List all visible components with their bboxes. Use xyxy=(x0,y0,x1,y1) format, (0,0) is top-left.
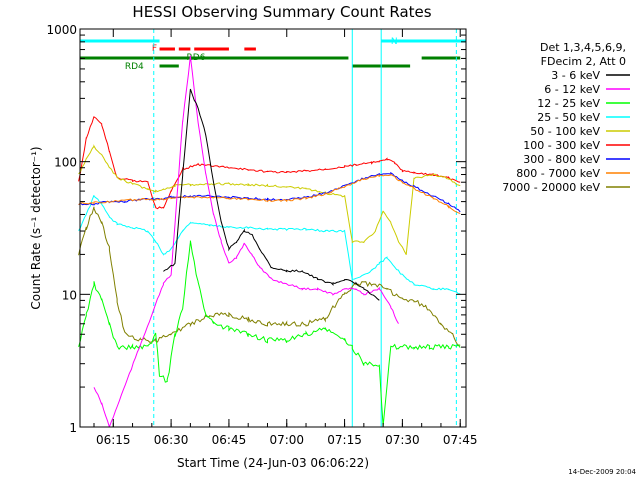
x-tick-label-6: 07:45 xyxy=(443,433,478,447)
flag-label-rd4: RD4 xyxy=(125,62,144,72)
legend-label-3: 25 - 50 keV xyxy=(537,111,600,124)
x-tick-label-3: 07:00 xyxy=(269,433,304,447)
series-line-2 xyxy=(78,240,461,427)
legend: Det 1,3,4,5,6,9,FDecim 2, Att 03 - 6 keV… xyxy=(502,41,630,194)
attenuator-markers xyxy=(153,29,457,427)
series-line-5 xyxy=(78,116,461,210)
chart-title: HESSI Observing Summary Count Rates xyxy=(132,3,431,21)
legend-label-7: 800 - 7000 keV xyxy=(516,167,600,180)
legend-header-1: FDecim 2, Att 0 xyxy=(541,55,626,68)
legend-label-0: 3 - 6 keV xyxy=(551,69,600,82)
plot-frame xyxy=(79,28,467,428)
x-axis-label: Start Time (24-Jun-03 06:06:22) xyxy=(177,456,369,470)
x-axis: 06:15 06:30 06:45 07:00 07:15 07:30 07:45 xyxy=(93,29,478,447)
series-line-1 xyxy=(93,55,399,428)
x-tick-label-2: 06:45 xyxy=(212,433,247,447)
x-tick-label-1: 06:30 xyxy=(154,433,189,447)
x-tick-label-5: 07:30 xyxy=(385,433,420,447)
series-line-0 xyxy=(163,88,380,301)
legend-header-0: Det 1,3,4,5,6,9, xyxy=(540,41,626,54)
footer-date: 14-Dec-2009 20:04 xyxy=(568,468,636,476)
x-tick-label-0: 06:15 xyxy=(96,433,131,447)
flag-label-rd6: RD6 xyxy=(187,53,206,63)
flag-label-n: N xyxy=(391,37,398,47)
series-line-3 xyxy=(78,195,461,295)
series-line-8 xyxy=(78,206,461,347)
y-tick-label-3: 1000 xyxy=(46,23,77,37)
series-line-7 xyxy=(78,173,461,214)
legend-label-1: 6 - 12 keV xyxy=(544,83,600,96)
legend-label-5: 100 - 300 keV xyxy=(523,139,600,152)
y-axis: 1 10 100 1000 xyxy=(46,23,466,435)
legend-label-6: 300 - 800 keV xyxy=(523,153,600,166)
legend-label-2: 12 - 25 keV xyxy=(537,97,600,110)
y-tick-label-0: 1 xyxy=(69,421,77,435)
flag-label-f: F xyxy=(152,44,157,54)
series-layer xyxy=(78,55,461,428)
y-tick-label-1: 10 xyxy=(62,288,77,302)
legend-label-8: 7000 - 20000 keV xyxy=(502,181,600,194)
x-tick-label-4: 07:15 xyxy=(327,433,362,447)
series-line-4 xyxy=(78,144,461,255)
flag-bands: N F RD6 RD4 xyxy=(80,37,466,72)
legend-label-4: 50 - 100 keV xyxy=(530,125,600,138)
y-tick-label-2: 100 xyxy=(54,156,77,170)
y-axis-label: Count Rate (s⁻¹ detector⁻¹) xyxy=(29,146,43,309)
series-line-6 xyxy=(78,171,461,213)
